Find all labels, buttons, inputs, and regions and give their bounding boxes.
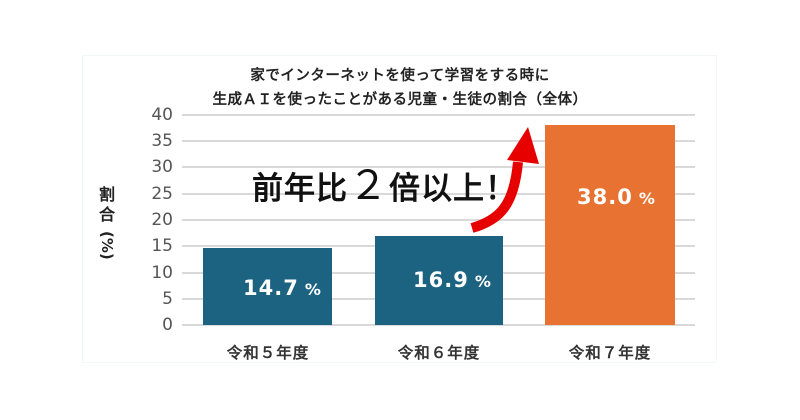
x-category-label: 令和５年度 xyxy=(226,344,310,362)
y-tick: 25 xyxy=(151,184,173,204)
y-tick: 15 xyxy=(151,236,173,256)
y-tick: 40 xyxy=(151,105,173,125)
gridline xyxy=(182,193,695,195)
x-axis-baseline xyxy=(182,324,695,326)
y-axis-label-main: 割合 xyxy=(98,185,115,224)
chart-title-line1: 家でインターネットを使って学習をする時に xyxy=(250,68,550,84)
x-category-label: 令和６年度 xyxy=(397,344,481,362)
y-tick: 20 xyxy=(151,210,173,230)
gridline xyxy=(182,140,695,142)
bar-r6: 16.9% xyxy=(375,236,503,325)
y-axis-label: 割合 (%) xyxy=(96,185,118,260)
bar-value-label: 16.9% xyxy=(413,268,492,292)
x-category-label: 令和７年度 xyxy=(568,344,652,362)
chart-title-line2: 生成ＡＩを使ったことがある児童・生徒の割合（全体） xyxy=(212,92,588,108)
bar-r7: 38.0% xyxy=(545,125,675,325)
y-tick: 5 xyxy=(162,289,173,309)
y-tick: 30 xyxy=(151,157,173,177)
callout-text: 前年比２倍以上！ xyxy=(252,163,517,209)
chart-frame xyxy=(82,55,717,363)
gridline xyxy=(182,219,695,221)
gridline xyxy=(182,114,695,116)
bar-r5: 14.7% xyxy=(203,248,332,325)
y-tick: 0 xyxy=(162,315,173,335)
bar-value-label: 14.7% xyxy=(243,276,322,300)
y-axis-label-unit: (%) xyxy=(98,231,116,260)
gridline xyxy=(182,166,695,168)
y-tick: 35 xyxy=(151,131,173,151)
bar-value-label: 38.0% xyxy=(577,185,656,209)
y-tick: 10 xyxy=(151,263,173,283)
